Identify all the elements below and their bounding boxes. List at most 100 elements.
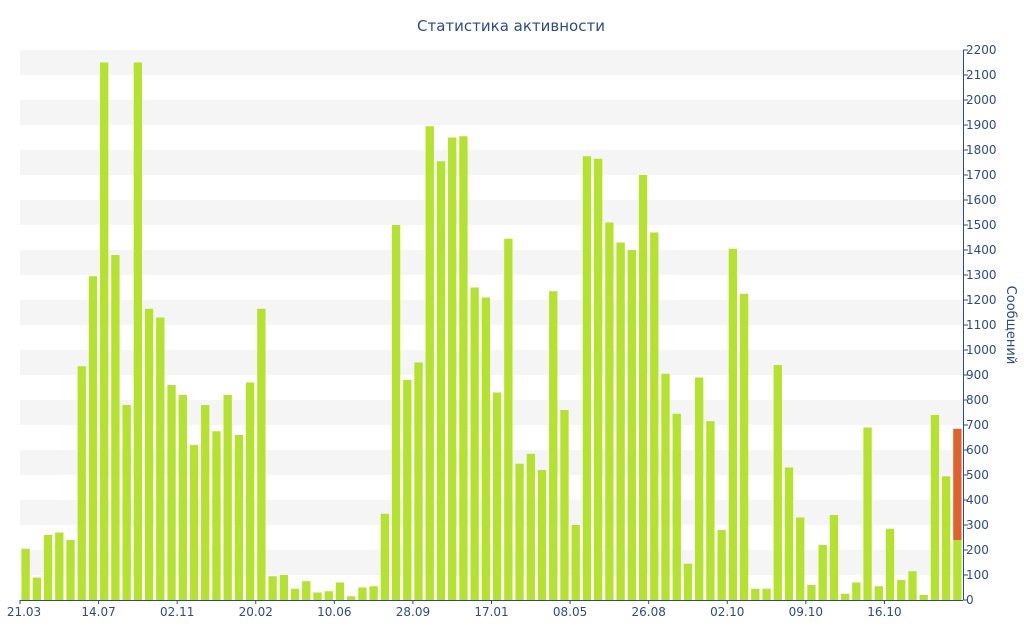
- bar: [178, 395, 187, 600]
- bar: [32, 577, 41, 600]
- bar-highlight: [953, 428, 962, 540]
- bar: [930, 415, 940, 600]
- bar: [403, 380, 412, 600]
- bar: [807, 585, 816, 600]
- bar: [223, 395, 232, 600]
- y-tick-label: 1000: [966, 343, 997, 357]
- bar: [414, 362, 423, 600]
- y-tick-label: 900: [966, 368, 989, 382]
- bar: [818, 545, 827, 600]
- bar: [594, 158, 603, 600]
- bar: [133, 62, 143, 600]
- y-tick-label: 1300: [966, 268, 997, 282]
- bar: [773, 365, 782, 600]
- y-tick-label: 1400: [966, 243, 997, 257]
- x-tick-label: 20.02: [239, 605, 273, 619]
- bar: [840, 593, 850, 600]
- bar: [762, 588, 771, 600]
- bar: [391, 225, 401, 600]
- bar: [537, 470, 547, 600]
- x-tick-label: 17.01: [474, 605, 508, 619]
- bar: [43, 535, 53, 600]
- bar: [515, 463, 524, 600]
- bar: [167, 385, 176, 600]
- y-tick-label: 300: [966, 518, 989, 532]
- bar: [55, 532, 64, 600]
- y-axis-label: Сообщений: [1003, 286, 1018, 365]
- bar: [459, 136, 468, 600]
- bar: [122, 405, 131, 600]
- grid-band: [20, 550, 963, 575]
- bar: [347, 596, 356, 600]
- bar: [897, 580, 906, 600]
- bar: [492, 392, 502, 600]
- bar: [212, 431, 221, 600]
- bar: [234, 435, 244, 600]
- bar: [66, 540, 75, 600]
- y-tick-label: 1800: [966, 143, 997, 157]
- bar: [156, 317, 165, 600]
- bar: [942, 476, 951, 600]
- bar: [448, 137, 457, 600]
- bar: [571, 525, 580, 600]
- bar: [672, 413, 681, 600]
- x-tick-label: 21.03: [7, 605, 41, 619]
- grid-band: [20, 150, 963, 175]
- grid-band: [20, 250, 963, 275]
- x-tick-label: 10.06: [317, 605, 351, 619]
- y-tick-label: 2000: [966, 93, 997, 107]
- bar: [77, 366, 86, 600]
- y-tick-label: 1500: [966, 218, 997, 232]
- grid-band: [20, 50, 963, 75]
- bar: [863, 427, 872, 600]
- bar: [358, 587, 367, 600]
- bar: [605, 222, 614, 600]
- bar: [908, 571, 917, 600]
- bar: [425, 126, 434, 600]
- grid-bands: [20, 50, 963, 575]
- bar: [683, 563, 693, 600]
- bar: [201, 405, 210, 600]
- bar: [885, 528, 895, 600]
- bar: [616, 242, 625, 600]
- bar: [88, 276, 98, 600]
- bar: [953, 540, 962, 600]
- bar: [650, 232, 659, 600]
- bar: [436, 161, 446, 600]
- grid-band: [20, 300, 963, 325]
- chart-title: Статистика активности: [417, 17, 605, 35]
- x-tick-label: 26.08: [631, 605, 665, 619]
- bar: [627, 250, 636, 600]
- bar: [784, 467, 794, 600]
- y-tick-label: 800: [966, 393, 989, 407]
- x-tick-label: 14.07: [81, 605, 115, 619]
- bar: [549, 291, 558, 600]
- y-tick-label: 2200: [966, 43, 997, 57]
- y-tick-label: 700: [966, 418, 989, 432]
- bar: [717, 530, 726, 600]
- y-tick-label: 2100: [966, 68, 997, 82]
- bar: [728, 248, 738, 600]
- bar: [504, 238, 513, 600]
- bar: [335, 582, 345, 600]
- y-tick-label: 1900: [966, 118, 997, 132]
- bar: [560, 410, 569, 600]
- bar: [661, 373, 670, 600]
- grid-band: [20, 450, 963, 475]
- bar: [852, 582, 861, 600]
- y-tick-label: 200: [966, 543, 989, 557]
- bar: [874, 586, 883, 600]
- y-tick-label: 0: [966, 593, 974, 607]
- bar: [526, 453, 535, 600]
- bar: [751, 588, 760, 600]
- bar: [369, 586, 378, 600]
- x-tick-label: 02.11: [160, 605, 194, 619]
- y-ticks: 0 100 200 300 400 500 600 700 800 900 1000 1100 1200…: [963, 43, 997, 607]
- bar: [100, 62, 109, 600]
- y-tick-label: 400: [966, 493, 989, 507]
- bar: [324, 591, 333, 600]
- bar: [739, 293, 749, 600]
- y-tick-label: 1700: [966, 168, 997, 182]
- bar: [706, 421, 715, 600]
